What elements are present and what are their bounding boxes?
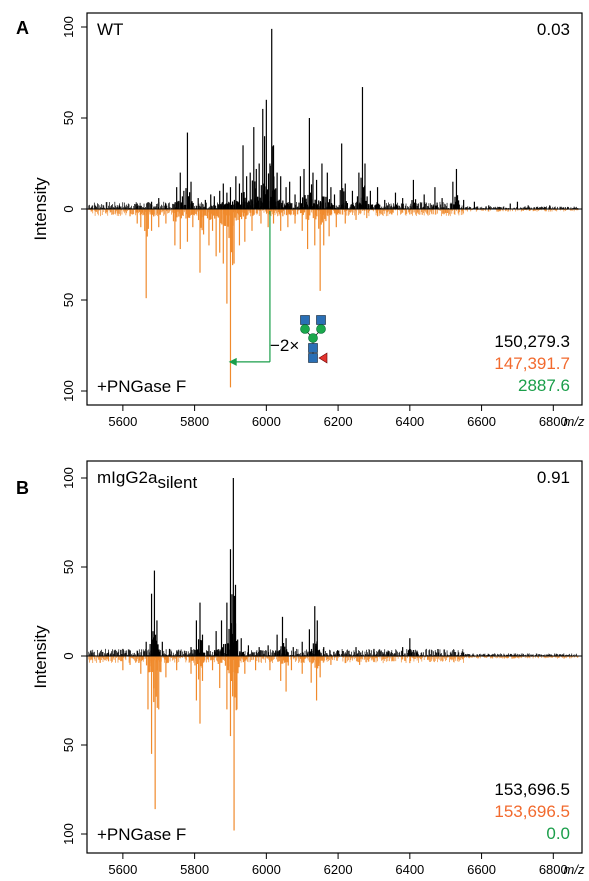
glycan-multiplier: −2× xyxy=(270,336,299,355)
mass-value-2: 147,391.7 xyxy=(494,354,570,373)
glcnac-square-icon xyxy=(316,315,326,325)
x-tick-label: 6200 xyxy=(324,862,353,877)
fucose-triangle-icon xyxy=(318,352,328,364)
mass-value-1: 150,279.3 xyxy=(494,332,570,351)
glcnac-square-icon xyxy=(308,343,318,353)
x-tick-label: 6000 xyxy=(252,862,281,877)
sample-label-main: mIgG2a xyxy=(97,468,158,487)
panel-letter: A xyxy=(16,18,29,38)
x-tick-label: 6400 xyxy=(395,414,424,429)
treatment-label: +PNGase F xyxy=(97,377,186,396)
y-tick-label: 0 xyxy=(61,652,76,659)
treatment-label: +PNGase F xyxy=(97,825,186,844)
y-tick-label: 100 xyxy=(61,16,76,38)
x-tick-label: 6800 xyxy=(539,414,568,429)
sample-label-subscript: silent xyxy=(157,473,197,492)
glcnac-square-icon xyxy=(308,353,318,363)
y-tick-label: 50 xyxy=(61,560,76,574)
y-tick-label: 50 xyxy=(61,293,76,307)
mannose-circle-icon xyxy=(308,333,318,343)
x-axis-label: m/z xyxy=(564,862,585,877)
mass-value-2: 153,696.5 xyxy=(494,802,570,821)
x-tick-label: 6800 xyxy=(539,862,568,877)
panel-letter: B xyxy=(16,478,29,498)
y-tick-label: 0 xyxy=(61,205,76,212)
mannose-circle-icon xyxy=(316,324,326,334)
y-tick-label: 100 xyxy=(61,467,76,489)
x-tick-label: 6600 xyxy=(467,862,496,877)
mannose-circle-icon xyxy=(300,324,310,334)
correlation-value: 0.03 xyxy=(537,20,570,39)
sample-label-main: WT xyxy=(97,20,123,39)
series-2 xyxy=(107,656,454,831)
series-2 xyxy=(115,209,447,388)
mass-value-3: 2887.6 xyxy=(518,376,570,395)
y-tick-label: 50 xyxy=(61,111,76,125)
plot-frame xyxy=(86,460,583,854)
x-tick-label: 5600 xyxy=(108,414,137,429)
spectrum-panel-a: A 100 50 0 50 100 5600 5800 6000 6200 6400 6600 6800… xyxy=(16,12,585,429)
series-1 xyxy=(118,28,569,209)
x-tick-label: 6600 xyxy=(467,414,496,429)
noise-series-2 xyxy=(88,656,579,664)
mass-value-3: 0.0 xyxy=(546,824,570,843)
sample-label: WT xyxy=(97,20,123,39)
y-tick-label: 100 xyxy=(61,380,76,402)
glycan-annotation: −2× xyxy=(228,211,328,366)
y-axis-label: Intensity xyxy=(31,625,50,689)
x-tick-label: 5800 xyxy=(180,414,209,429)
x-tick-label: 5600 xyxy=(108,862,137,877)
y-tick-label: 50 xyxy=(61,738,76,752)
mass-value-1: 153,696.5 xyxy=(494,780,570,799)
y-axis-label: Intensity xyxy=(31,177,50,241)
x-tick-label: 6000 xyxy=(252,414,281,429)
noise-series-2 xyxy=(88,209,579,217)
spectrum-panel-b: B 100 50 0 50 100 5600 5800 6000 6200 6400 6600 6800… xyxy=(16,460,585,877)
x-tick-label: 5800 xyxy=(180,862,209,877)
glcnac-square-icon xyxy=(300,315,310,325)
x-tick-label: 6200 xyxy=(324,414,353,429)
arrow-head-icon xyxy=(228,357,237,366)
sample-label: mIgG2asilent xyxy=(97,468,197,492)
glycan-structure-icon xyxy=(300,315,328,364)
x-axis-label: m/z xyxy=(564,414,585,429)
y-tick-label: 100 xyxy=(61,823,76,845)
correlation-value: 0.91 xyxy=(537,468,570,487)
series-1 xyxy=(107,478,490,656)
x-tick-label: 6400 xyxy=(395,862,424,877)
